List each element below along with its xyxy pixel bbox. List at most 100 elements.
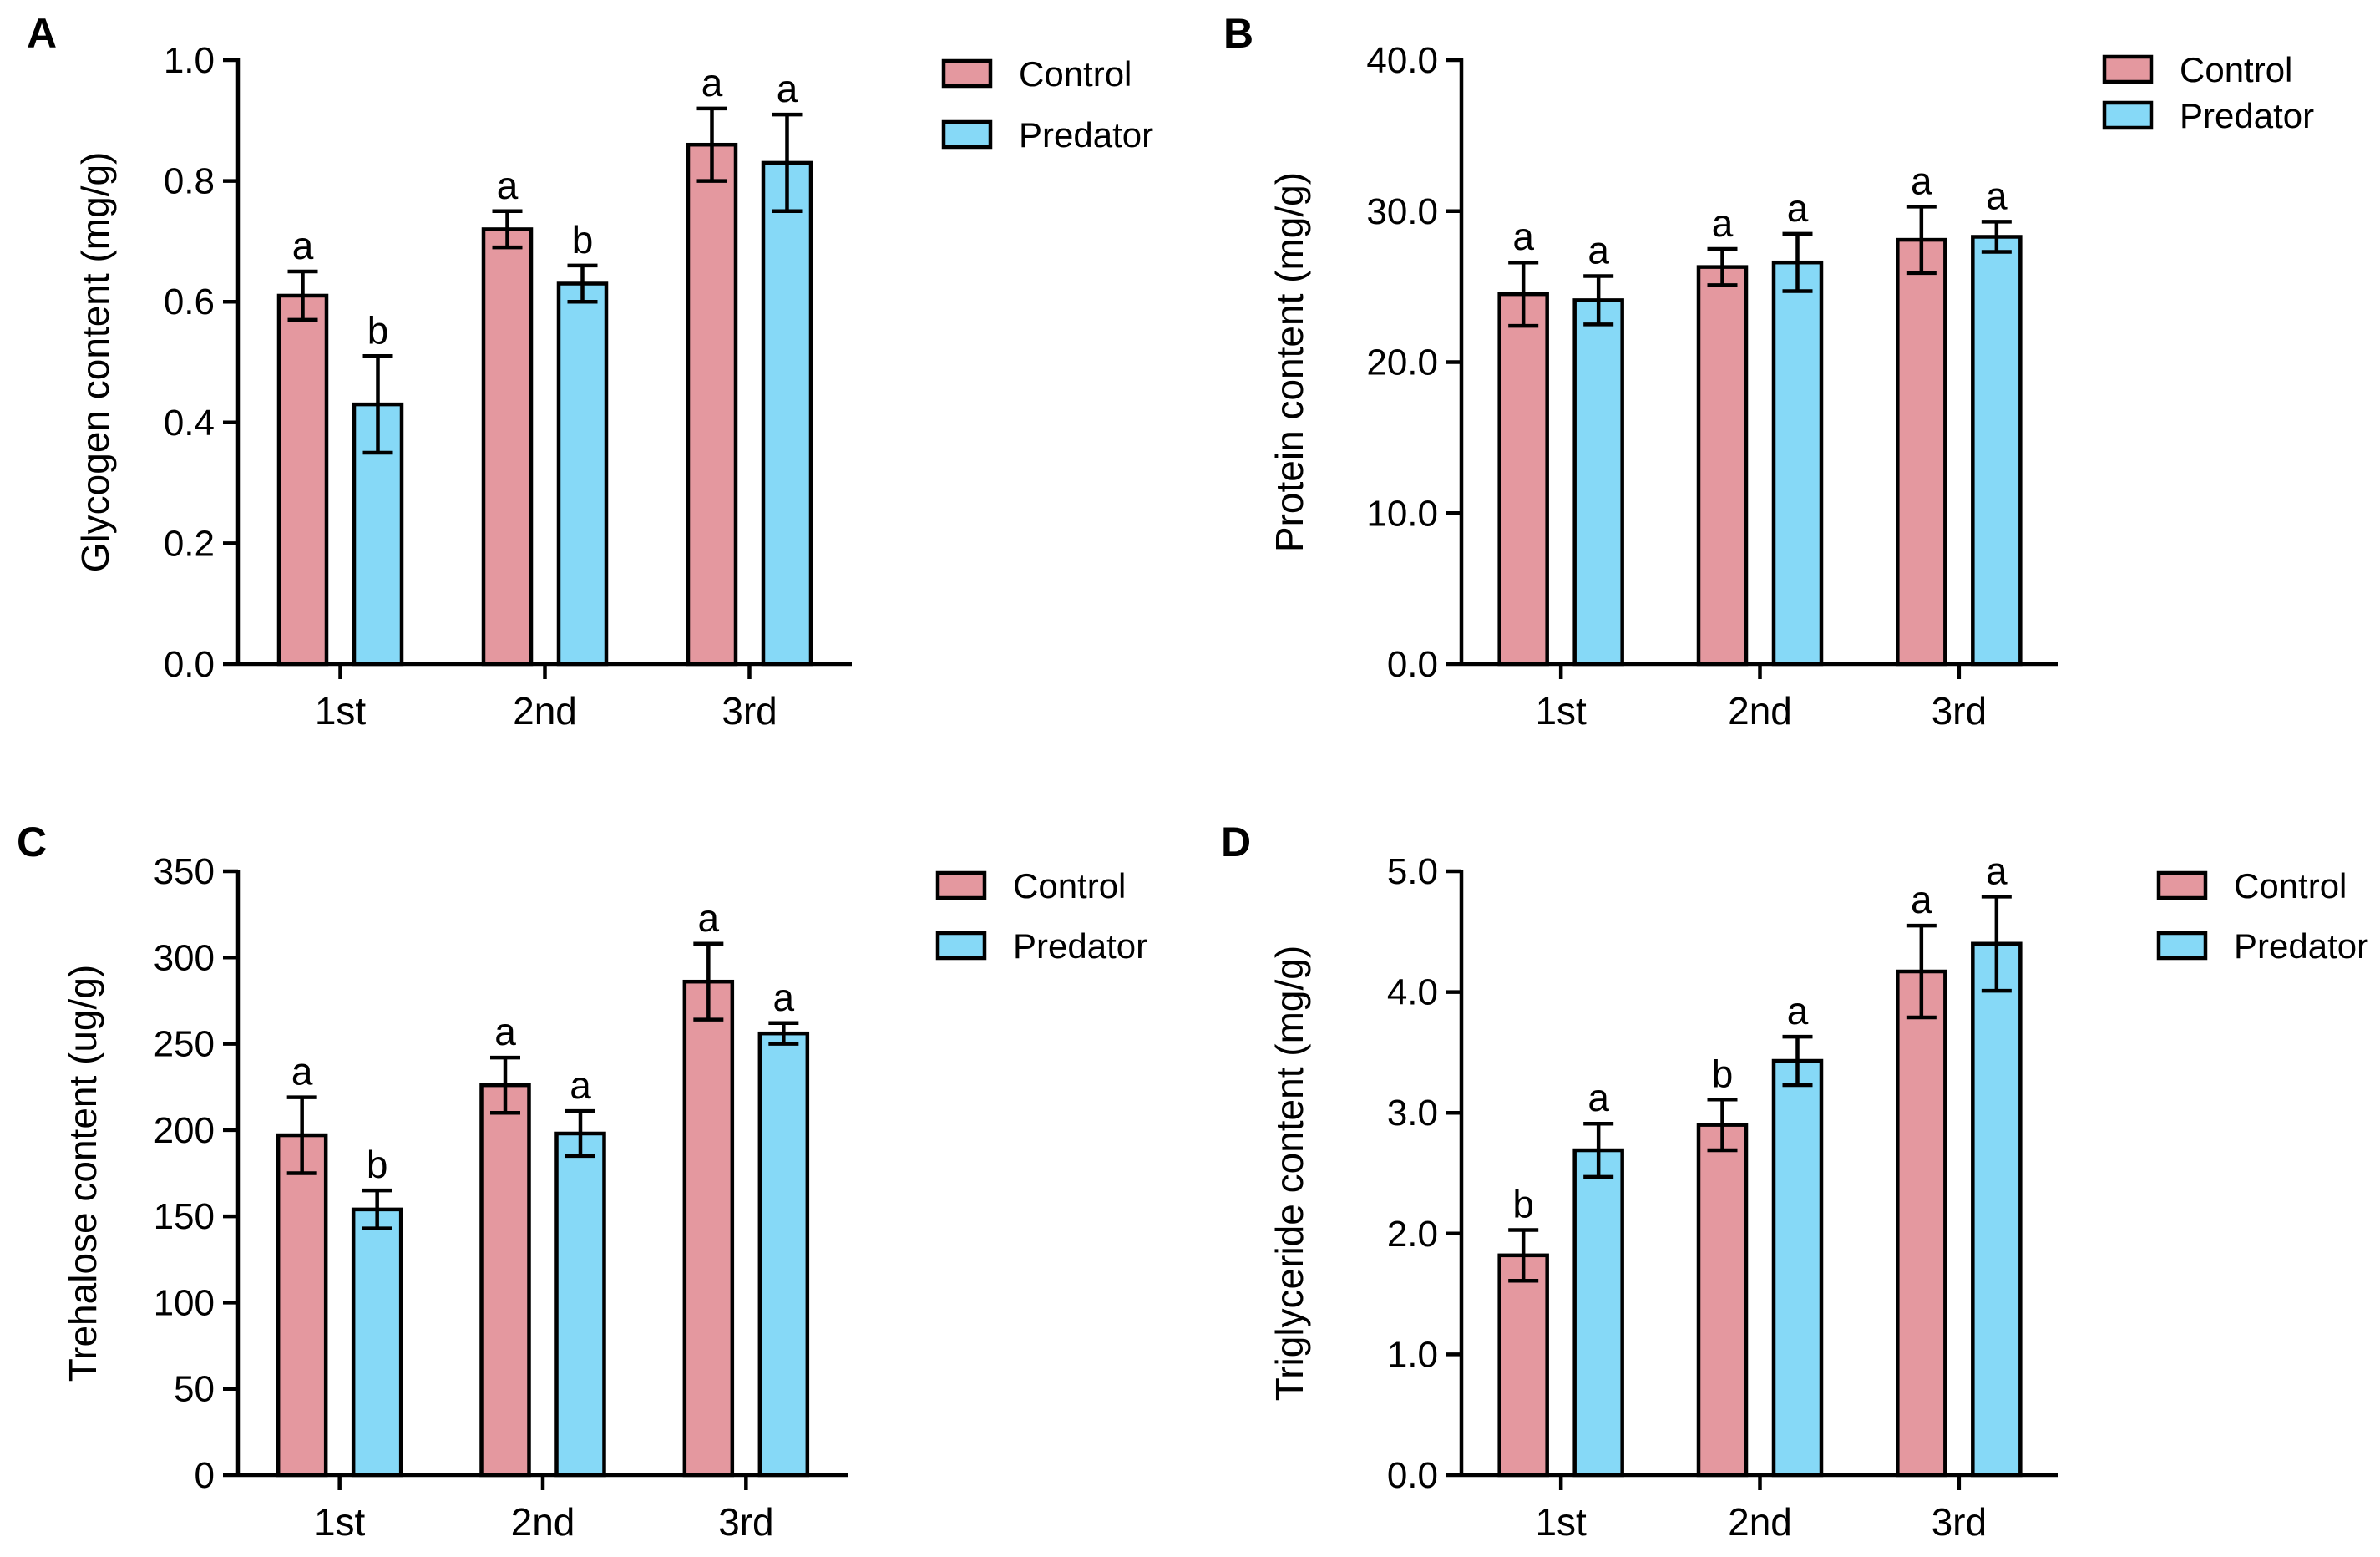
- bar-predator-3rd: [1971, 235, 2023, 667]
- bar-predator-3rd: [757, 1031, 810, 1478]
- bar-predator-1st: [1572, 1148, 1624, 1478]
- significance-label: a: [773, 976, 795, 1019]
- x-tick-label: 2nd: [1728, 1500, 1792, 1544]
- legend-swatch-control: [935, 870, 987, 900]
- bar-control-1st: [276, 293, 329, 667]
- error-bar: [1707, 1098, 1738, 1153]
- legend: Control Predator: [2156, 866, 2368, 966]
- legend-label-control: Control: [1013, 866, 1126, 905]
- panel-letter: A: [27, 10, 57, 57]
- x-tick-label: 1st: [1535, 689, 1587, 733]
- significance-label: a: [1588, 228, 1609, 271]
- y-tick-label: 0.2: [164, 523, 215, 564]
- error-bar: [1981, 220, 2012, 254]
- error-bar: [287, 269, 318, 322]
- bar-predator-2nd: [1771, 1058, 1824, 1478]
- x-tick-label: 3rd: [1932, 1500, 1987, 1544]
- chart-panel-d: D Triglyceride content (mg/g) b b a a a a 0.0 1.0…: [1221, 819, 2368, 1544]
- legend-label-predator: Predator: [1019, 115, 1153, 155]
- legend-label-control: Control: [2234, 866, 2347, 905]
- error-bar: [1981, 895, 2012, 993]
- legend-swatch-predator: [935, 931, 987, 961]
- legend-swatch-predator: [2102, 100, 2154, 130]
- y-tick-label: 0.0: [1387, 1455, 1438, 1496]
- bar-predator-1st: [1572, 298, 1624, 667]
- x-tick-label: 2nd: [511, 1500, 575, 1544]
- significance-label: a: [1911, 878, 1932, 921]
- bar-predator-1st: [351, 1207, 403, 1478]
- y-tick-label: 1.0: [164, 40, 215, 81]
- y-tick-label: 0.6: [164, 281, 215, 322]
- bar-predator-2nd: [554, 1131, 606, 1478]
- y-tick-label: 0.0: [1387, 644, 1438, 685]
- y-axis-title: Glycogen content (mg/g): [73, 152, 117, 573]
- error-bar: [286, 1095, 317, 1175]
- significance-label: a: [1787, 989, 1809, 1032]
- error-bar: [768, 1021, 799, 1046]
- y-tick-label: 2.0: [1387, 1214, 1438, 1255]
- chart-panel-c: C Trehalose content (ug/g) a a a b a a 0 50 100 150…: [17, 819, 1147, 1544]
- bar-control-2nd: [481, 227, 534, 667]
- legend-swatch-control: [2102, 54, 2154, 84]
- y-tick-label: 200: [154, 1110, 215, 1151]
- bar-control-2nd: [479, 1083, 531, 1478]
- y-tick-label: 0.4: [164, 403, 215, 444]
- y-tick-label: 250: [154, 1024, 215, 1065]
- y-tick-label: 0.0: [164, 644, 215, 685]
- bar-control-2nd: [1696, 265, 1749, 667]
- bar-predator-2nd: [1771, 260, 1824, 667]
- legend-label-control: Control: [1019, 54, 1132, 94]
- significance-label: b: [367, 308, 389, 352]
- x-tick-label: 1st: [314, 1500, 366, 1544]
- significance-label: b: [367, 1143, 388, 1186]
- y-tick-label: 40.0: [1366, 40, 1438, 81]
- bar-predator-3rd: [1971, 941, 2023, 1478]
- x-tick-label: 3rd: [1932, 689, 1987, 733]
- legend: Control Predator: [2102, 50, 2314, 135]
- significance-label: b: [1512, 1182, 1534, 1225]
- error-bar: [696, 106, 727, 183]
- y-tick-label: 20.0: [1366, 342, 1438, 383]
- significance-label: a: [1512, 215, 1534, 258]
- significance-label: a: [1986, 849, 2008, 892]
- significance-label: a: [1787, 186, 1809, 230]
- significance-label: a: [570, 1063, 591, 1107]
- bar-control-3rd: [1896, 969, 1947, 1478]
- significance-label: a: [777, 67, 798, 110]
- significance-label: a: [1986, 174, 2008, 217]
- x-tick-label: 2nd: [513, 689, 577, 733]
- significance-label: b: [1712, 1052, 1734, 1095]
- error-bar: [1583, 274, 1614, 327]
- significance-label: a: [1911, 159, 1932, 202]
- y-tick-label: 3.0: [1387, 1093, 1438, 1134]
- error-bar: [1707, 246, 1738, 287]
- legend-swatch-control: [2156, 870, 2208, 900]
- y-tick-label: 150: [154, 1196, 215, 1237]
- legend-swatch-control: [941, 58, 993, 89]
- significance-label: a: [698, 896, 720, 940]
- significance-label: b: [572, 218, 594, 261]
- legend-label-control: Control: [2180, 50, 2292, 89]
- legend-label-predator: Predator: [2180, 96, 2314, 135]
- chart-panel-a: A Glycogen content (mg/g) a a a b b a 0.0 0.2 0.4 0…: [27, 10, 1153, 733]
- bar-control-3rd: [1896, 237, 1947, 667]
- x-tick-label: 3rd: [722, 689, 777, 733]
- bar-control-1st: [276, 1133, 328, 1478]
- bar-control-3rd: [686, 142, 738, 667]
- error-bar: [1782, 1034, 1813, 1088]
- x-tick-label: 2nd: [1728, 689, 1792, 733]
- bar-control-3rd: [682, 979, 735, 1478]
- error-bar: [772, 112, 803, 213]
- significance-label: a: [1712, 201, 1734, 245]
- legend-swatch-predator: [2156, 931, 2208, 961]
- bar-predator-3rd: [761, 160, 813, 667]
- error-bar: [1583, 1121, 1614, 1179]
- panel-letter: D: [1221, 819, 1251, 865]
- legend: Control Predator: [935, 866, 1147, 966]
- error-bar: [1906, 923, 1937, 1020]
- significance-label: a: [701, 61, 723, 104]
- error-bar: [492, 209, 523, 250]
- error-bar: [565, 1108, 595, 1159]
- bar-control-1st: [1497, 1253, 1549, 1478]
